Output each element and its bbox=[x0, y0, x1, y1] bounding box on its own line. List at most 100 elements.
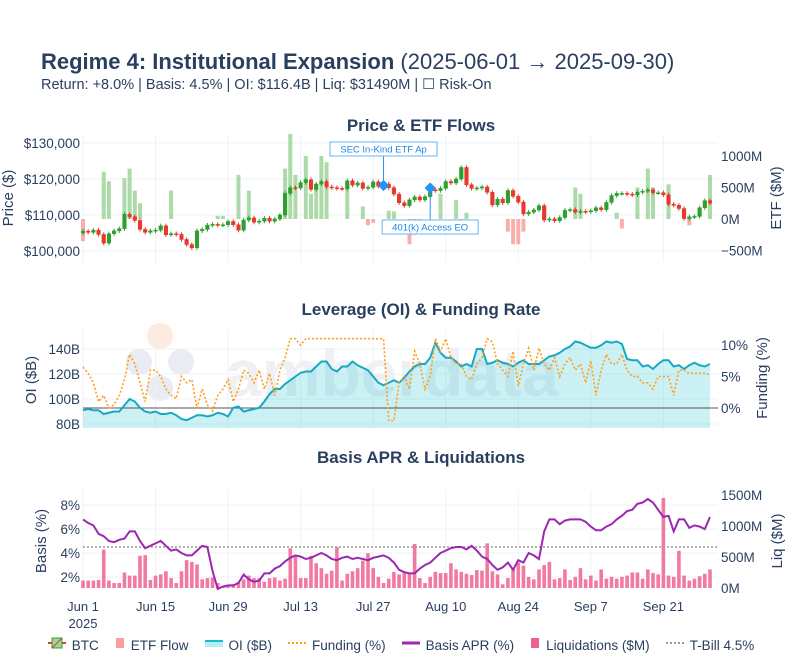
btc-candle bbox=[101, 232, 106, 246]
liquidation-bar bbox=[117, 583, 122, 588]
candle-body bbox=[412, 196, 417, 201]
candle-body bbox=[619, 193, 624, 195]
candle-body bbox=[454, 178, 459, 184]
btc-candle bbox=[625, 191, 630, 197]
candle-body bbox=[609, 195, 614, 203]
candle-body bbox=[599, 207, 604, 210]
liquidation-bar bbox=[107, 580, 111, 588]
liquidation-bar bbox=[485, 543, 489, 588]
liquidation-bar bbox=[599, 569, 603, 588]
liquidation-bar bbox=[511, 568, 515, 588]
btc-candle bbox=[174, 231, 179, 237]
etf-flow-bar bbox=[215, 215, 220, 219]
candle-body bbox=[236, 224, 241, 231]
candle-body bbox=[122, 214, 127, 229]
etf-flow-bar bbox=[169, 190, 174, 219]
legend-item-funding[interactable]: Funding (%) bbox=[286, 636, 386, 655]
legend-item-btc[interactable]: BTC bbox=[46, 636, 99, 655]
btc-candle bbox=[682, 206, 687, 221]
liquidation-bar bbox=[319, 568, 324, 588]
btc-candle bbox=[531, 207, 536, 215]
legend-swatch-icon bbox=[46, 636, 68, 655]
btc-candle bbox=[630, 191, 635, 197]
candle-body bbox=[443, 181, 448, 189]
legend-label: OI ($B) bbox=[228, 637, 273, 653]
legend-item-oi[interactable]: OI ($B) bbox=[203, 636, 273, 655]
btc-candle bbox=[127, 212, 132, 219]
liquidation-bar bbox=[309, 555, 313, 588]
candle-body bbox=[158, 225, 163, 231]
btc-candle bbox=[511, 188, 516, 199]
y2-tick-label: 1500M bbox=[721, 488, 762, 503]
candle-body bbox=[417, 196, 422, 201]
legend-item-etf-flow[interactable]: ETF Flow bbox=[113, 636, 189, 655]
etf-flow-bar bbox=[578, 193, 583, 219]
panel-title: Price & ETF Flows bbox=[347, 116, 495, 135]
candle-body bbox=[308, 179, 314, 190]
candle-body bbox=[583, 211, 588, 213]
oi-area bbox=[83, 341, 710, 428]
liquidation-bar bbox=[148, 579, 153, 588]
etf-flow-bar bbox=[645, 168, 650, 219]
etf-flow-bar bbox=[236, 174, 241, 219]
liquidation-bar bbox=[671, 576, 676, 588]
btc-candle bbox=[490, 190, 495, 208]
y2-tick-label: 500M bbox=[721, 550, 755, 565]
btc-candle bbox=[604, 200, 609, 212]
legend-item-liquidations[interactable]: Liquidations ($M) bbox=[528, 636, 650, 655]
liquidation-bar bbox=[532, 579, 536, 588]
etf-flow-bar bbox=[309, 193, 313, 219]
liquidation-bar bbox=[609, 576, 614, 588]
etf-flow-bar bbox=[391, 211, 396, 219]
candle-body bbox=[205, 224, 210, 230]
legend-item-basis-apr[interactable]: Basis APR (%) bbox=[400, 636, 514, 655]
candle-body bbox=[226, 221, 231, 225]
btc-candle bbox=[619, 191, 624, 196]
candle-body bbox=[702, 200, 707, 209]
liquidation-bar bbox=[122, 572, 127, 588]
btc-candle bbox=[350, 178, 355, 188]
candle-body bbox=[552, 218, 557, 222]
y2-tick-label: 5% bbox=[721, 370, 741, 385]
liquidation-bar bbox=[661, 498, 666, 588]
btc-candle bbox=[402, 200, 407, 208]
liquidation-bar bbox=[449, 563, 453, 588]
candle-body bbox=[293, 187, 298, 189]
candle-body bbox=[547, 218, 552, 221]
legend-item-tbill[interactable]: T-Bill 4.5% bbox=[664, 636, 754, 655]
candle-body bbox=[645, 189, 650, 192]
etf-flow-bar bbox=[573, 187, 578, 219]
y-tick-label: $110,000 bbox=[25, 208, 80, 223]
liquidation-bar bbox=[169, 578, 173, 588]
btc-candle bbox=[112, 228, 117, 236]
y-axis-title: Basis (%) bbox=[33, 509, 50, 573]
liquidation-bar bbox=[138, 555, 142, 588]
liquidation-bar bbox=[428, 576, 432, 588]
candle-body bbox=[495, 198, 500, 206]
y2-tick-label: −500M bbox=[721, 244, 763, 259]
candle-body bbox=[604, 202, 609, 210]
btc-candle bbox=[671, 202, 676, 208]
etf-flow-bar bbox=[511, 219, 516, 245]
liquidation-bar bbox=[288, 548, 293, 588]
legend-swatch-icon bbox=[664, 636, 686, 655]
y2-axis-title: ETF ($M) bbox=[768, 166, 785, 229]
liquidation-bar bbox=[355, 568, 360, 588]
btc-candle bbox=[417, 194, 422, 203]
liquidation-bar bbox=[262, 581, 267, 588]
liquidation-bar bbox=[164, 571, 168, 588]
liquidation-bar bbox=[392, 571, 396, 588]
btc-candle bbox=[106, 231, 111, 246]
liquidation-bar bbox=[257, 578, 261, 588]
candle-body bbox=[682, 208, 687, 219]
btc-candle bbox=[143, 227, 148, 235]
candle-body bbox=[132, 216, 137, 221]
btc-candle bbox=[443, 179, 448, 191]
legend-label: Funding (%) bbox=[312, 637, 386, 653]
btc-candle bbox=[593, 205, 599, 213]
btc-candle bbox=[80, 229, 86, 236]
y-tick-label: 4% bbox=[60, 546, 80, 561]
candle-body bbox=[137, 220, 143, 230]
legend-swatch-icon bbox=[203, 636, 225, 655]
liquidation-bar bbox=[335, 547, 339, 588]
